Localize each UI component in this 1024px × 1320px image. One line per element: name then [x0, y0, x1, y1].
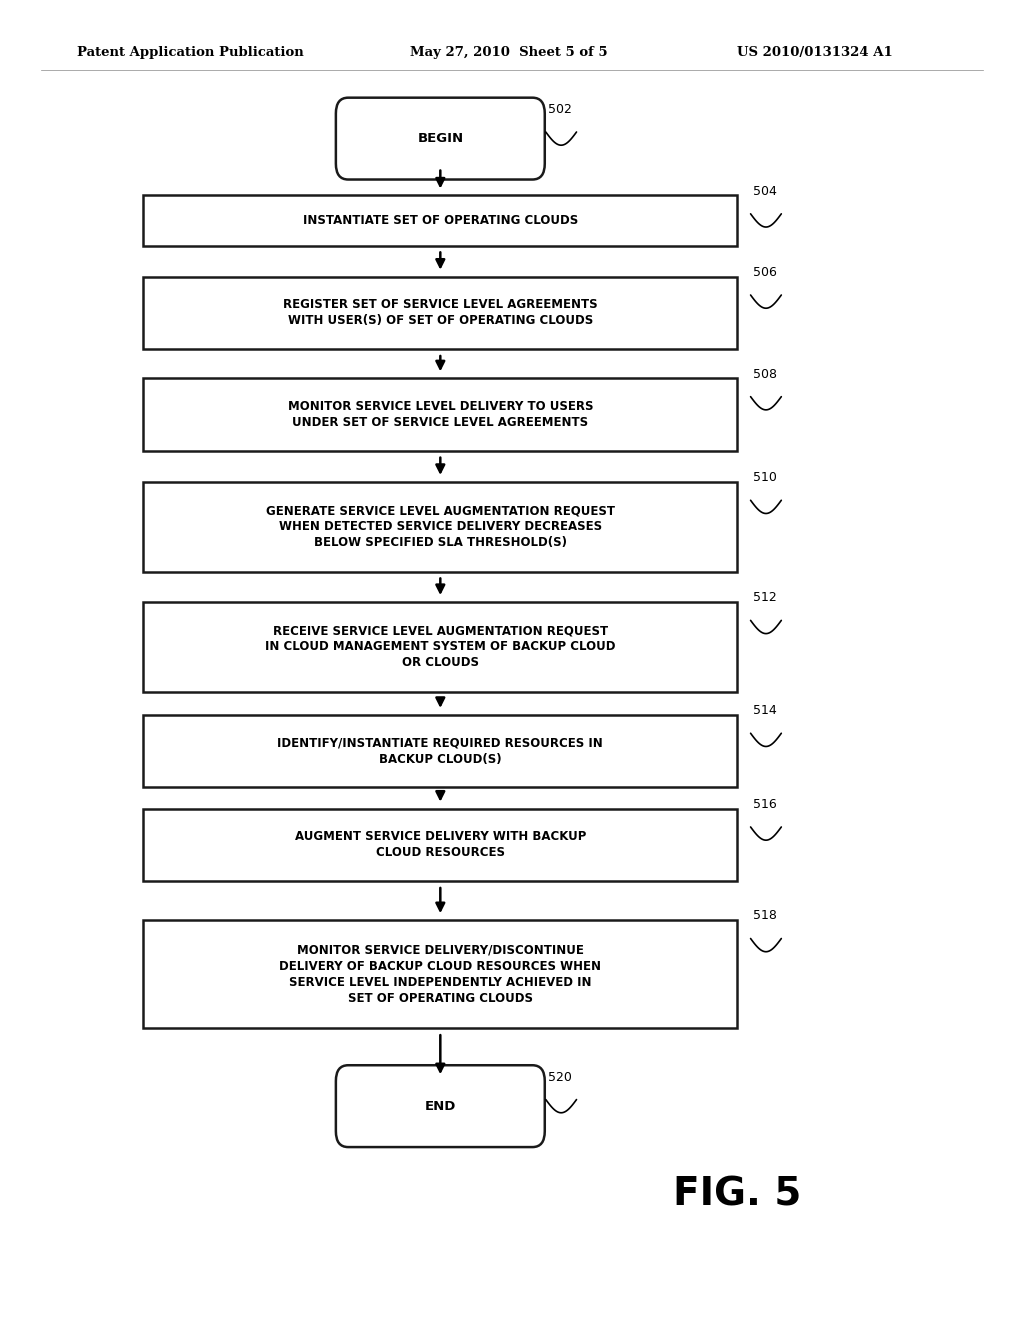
- Text: MONITOR SERVICE LEVEL DELIVERY TO USERS
UNDER SET OF SERVICE LEVEL AGREEMENTS: MONITOR SERVICE LEVEL DELIVERY TO USERS …: [288, 400, 593, 429]
- Text: GENERATE SERVICE LEVEL AUGMENTATION REQUEST
WHEN DETECTED SERVICE DELIVERY DECRE: GENERATE SERVICE LEVEL AUGMENTATION REQU…: [266, 504, 614, 549]
- Text: RECEIVE SERVICE LEVEL AUGMENTATION REQUEST
IN CLOUD MANAGEMENT SYSTEM OF BACKUP : RECEIVE SERVICE LEVEL AUGMENTATION REQUE…: [265, 624, 615, 669]
- Text: REGISTER SET OF SERVICE LEVEL AGREEMENTS
WITH USER(S) OF SET OF OPERATING CLOUDS: REGISTER SET OF SERVICE LEVEL AGREEMENTS…: [283, 298, 598, 327]
- Text: Patent Application Publication: Patent Application Publication: [77, 46, 303, 59]
- Text: MONITOR SERVICE DELIVERY/DISCONTINUE
DELIVERY OF BACKUP CLOUD RESOURCES WHEN
SER: MONITOR SERVICE DELIVERY/DISCONTINUE DEL…: [280, 944, 601, 1005]
- FancyBboxPatch shape: [336, 1065, 545, 1147]
- Bar: [143, 195, 737, 246]
- Text: 504: 504: [753, 185, 776, 198]
- Text: INSTANTIATE SET OF OPERATING CLOUDS: INSTANTIATE SET OF OPERATING CLOUDS: [303, 214, 578, 227]
- FancyBboxPatch shape: [336, 98, 545, 180]
- Text: US 2010/0131324 A1: US 2010/0131324 A1: [737, 46, 893, 59]
- Text: END: END: [425, 1100, 456, 1113]
- Text: 502: 502: [548, 103, 571, 116]
- Text: 506: 506: [753, 267, 776, 279]
- Text: IDENTIFY/INSTANTIATE REQUIRED RESOURCES IN
BACKUP CLOUD(S): IDENTIFY/INSTANTIATE REQUIRED RESOURCES …: [278, 737, 603, 766]
- Text: 520: 520: [548, 1071, 571, 1084]
- Text: BEGIN: BEGIN: [417, 132, 464, 145]
- Text: 514: 514: [753, 704, 776, 717]
- Text: May 27, 2010  Sheet 5 of 5: May 27, 2010 Sheet 5 of 5: [410, 46, 607, 59]
- Bar: [143, 277, 737, 348]
- Text: 518: 518: [753, 909, 776, 923]
- Bar: [143, 715, 737, 787]
- Text: 516: 516: [753, 797, 776, 810]
- Text: 508: 508: [753, 367, 776, 380]
- Bar: [143, 920, 737, 1028]
- Text: 512: 512: [753, 591, 776, 605]
- Text: FIG. 5: FIG. 5: [673, 1176, 802, 1213]
- Text: AUGMENT SERVICE DELIVERY WITH BACKUP
CLOUD RESOURCES: AUGMENT SERVICE DELIVERY WITH BACKUP CLO…: [295, 830, 586, 859]
- Bar: [143, 482, 737, 572]
- Bar: [143, 378, 737, 450]
- Bar: [143, 602, 737, 692]
- Text: 510: 510: [753, 471, 776, 484]
- Bar: [143, 808, 737, 882]
